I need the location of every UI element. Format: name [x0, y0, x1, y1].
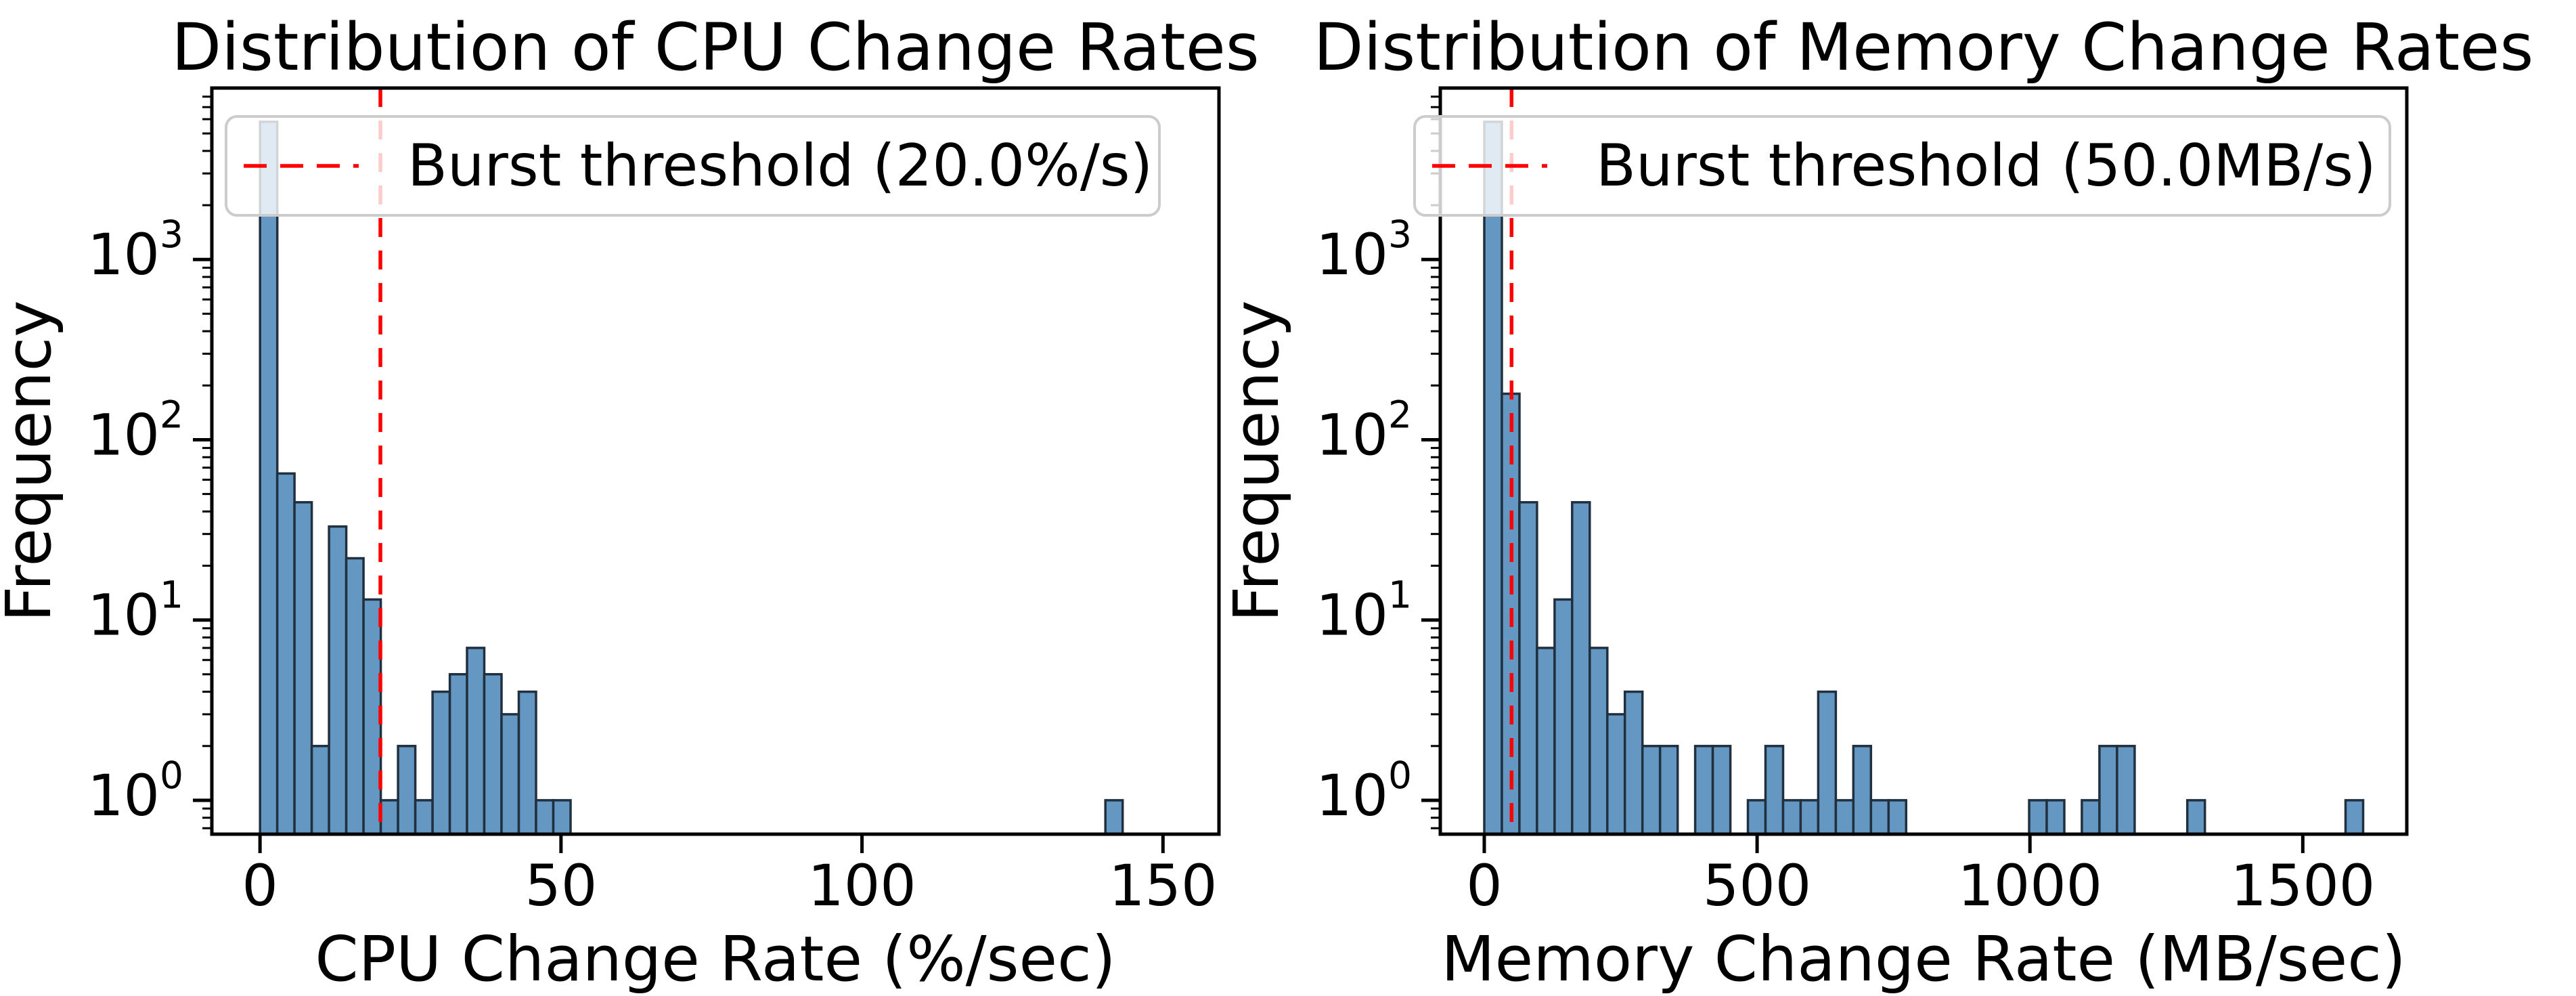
- histogram-bar: [517, 690, 537, 836]
- histogram-bar: [2028, 799, 2048, 836]
- histogram-bar: [328, 525, 348, 836]
- axes-spines: [210, 86, 1221, 836]
- memory-histogram: 0 500 1000 1500 100 101 102 103 Distribution of …: [1220, 9, 2534, 995]
- x-tick-label: 0: [1466, 852, 1502, 919]
- histogram-bar: [1799, 799, 1820, 836]
- y-tick-label: 101: [1316, 573, 1412, 649]
- histogram-bar: [2185, 799, 2206, 836]
- histogram-bar: [1606, 713, 1626, 836]
- histogram-bar: [1658, 745, 1679, 836]
- histogram-bar: [362, 598, 382, 836]
- chart-title: Distribution of Memory Change Rates: [1314, 9, 2534, 85]
- histogram-bar: [293, 501, 313, 836]
- y-tick-label: 102: [87, 393, 183, 468]
- histogram-bar: [1553, 598, 1574, 836]
- x-tick-label: 500: [1703, 852, 1811, 919]
- histogram-bar: [535, 799, 555, 836]
- histogram-bars: [1483, 121, 2365, 836]
- x-tick-label: 0: [242, 852, 277, 919]
- y-axis-label: Frequency: [1220, 300, 1293, 622]
- y-tick-label: 102: [1316, 393, 1412, 468]
- axes-spines: [1438, 86, 2409, 836]
- histogram-bar: [2098, 745, 2118, 836]
- x-tick-label: 100: [807, 852, 916, 919]
- legend-box: [225, 115, 1161, 217]
- histogram-bar: [2045, 799, 2066, 836]
- histogram-bar: [2081, 799, 2101, 836]
- histogram-bar: [1693, 745, 1714, 836]
- chart-title: Distribution of CPU Change Rates: [171, 9, 1260, 85]
- x-tick-label: 150: [1109, 852, 1217, 919]
- histogram-bar: [1852, 745, 1873, 836]
- histogram-bar: [379, 799, 399, 836]
- histogram-bar: [1834, 799, 1855, 836]
- histogram-bar: [259, 121, 279, 836]
- histogram-bars: [259, 121, 1124, 836]
- histogram-bar: [310, 745, 330, 836]
- histogram-bar: [1589, 647, 1609, 836]
- histogram-bar: [1781, 799, 1802, 836]
- x-tick-label: 1000: [1957, 852, 2102, 919]
- histogram-bar: [500, 713, 520, 836]
- x-tick-label: 1500: [2230, 852, 2375, 919]
- histogram-bar: [1536, 647, 1556, 836]
- cpu-histogram: 0 50 100 150 100 101 102 103 Distribution of CPU…: [0, 9, 1260, 995]
- x-axis-label: Memory Change Rate (MB/sec): [1441, 923, 2405, 993]
- histogram-bar: [414, 799, 434, 836]
- histogram-bar: [466, 647, 486, 836]
- y-tick-label: 101: [87, 573, 183, 649]
- histogram-bar: [483, 673, 503, 836]
- y-tick-label: 100: [87, 754, 183, 829]
- legend-label: Burst threshold (50.0MB/s): [1596, 132, 2376, 200]
- histogram-bar: [1887, 799, 1908, 836]
- y-tick-label: 100: [1316, 754, 1412, 829]
- y-tick-label: 103: [1316, 213, 1412, 288]
- legend: Burst threshold (50.0MB/s): [1413, 115, 2391, 217]
- histogram-bar: [345, 557, 365, 836]
- y-tick-label: 103: [87, 213, 183, 288]
- y-axis-label: Frequency: [0, 300, 65, 622]
- histogram-bar: [431, 690, 451, 836]
- histogram-bar: [1746, 799, 1767, 836]
- histogram-bar: [552, 799, 572, 836]
- histogram-bar: [2344, 799, 2365, 836]
- legend-box: [1413, 115, 2391, 217]
- histogram-bar: [448, 673, 468, 836]
- histogram-bar: [1764, 745, 1785, 836]
- histogram-bar: [1518, 501, 1538, 836]
- histogram-bar: [2116, 745, 2136, 836]
- histogram-bar: [1641, 745, 1662, 836]
- histogram-bar: [1623, 690, 1644, 836]
- histogram-bar: [1483, 121, 1503, 836]
- legend-label: Burst threshold (20.0%/s): [407, 132, 1153, 200]
- histogram-bar: [275, 472, 296, 836]
- x-axis-label: CPU Change Rate (%/sec): [315, 923, 1115, 993]
- histogram-bar: [1711, 745, 1732, 836]
- x-tick-label: 50: [525, 852, 597, 919]
- legend: Burst threshold (20.0%/s): [225, 115, 1161, 217]
- histogram-bar: [1571, 501, 1591, 836]
- histogram-bar: [1869, 799, 1890, 836]
- histogram-bar: [397, 745, 417, 836]
- histogram-bar: [1817, 690, 1838, 836]
- histogram-bar: [1104, 799, 1124, 836]
